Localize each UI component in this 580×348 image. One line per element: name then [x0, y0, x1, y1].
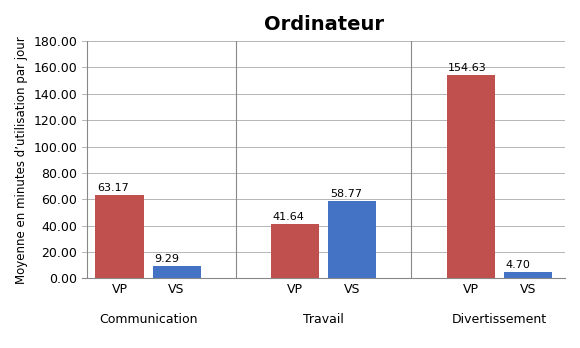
- Text: Travail: Travail: [303, 313, 344, 326]
- Text: 4.70: 4.70: [505, 260, 530, 270]
- Bar: [96, 195, 144, 278]
- Bar: [271, 223, 319, 278]
- Text: 58.77: 58.77: [330, 189, 362, 199]
- Text: Communication: Communication: [99, 313, 197, 326]
- Text: 154.63: 154.63: [448, 63, 487, 73]
- Bar: [328, 201, 376, 278]
- Text: 41.64: 41.64: [273, 212, 304, 222]
- Bar: [503, 272, 552, 278]
- Bar: [447, 74, 495, 278]
- Bar: [153, 266, 201, 278]
- Text: 9.29: 9.29: [154, 254, 179, 264]
- Text: 63.17: 63.17: [97, 183, 129, 193]
- Title: Ordinateur: Ordinateur: [264, 15, 383, 34]
- Y-axis label: Moyenne en minutes d’utilisation par jour: Moyenne en minutes d’utilisation par jou…: [15, 36, 28, 284]
- Text: Divertissement: Divertissement: [452, 313, 547, 326]
